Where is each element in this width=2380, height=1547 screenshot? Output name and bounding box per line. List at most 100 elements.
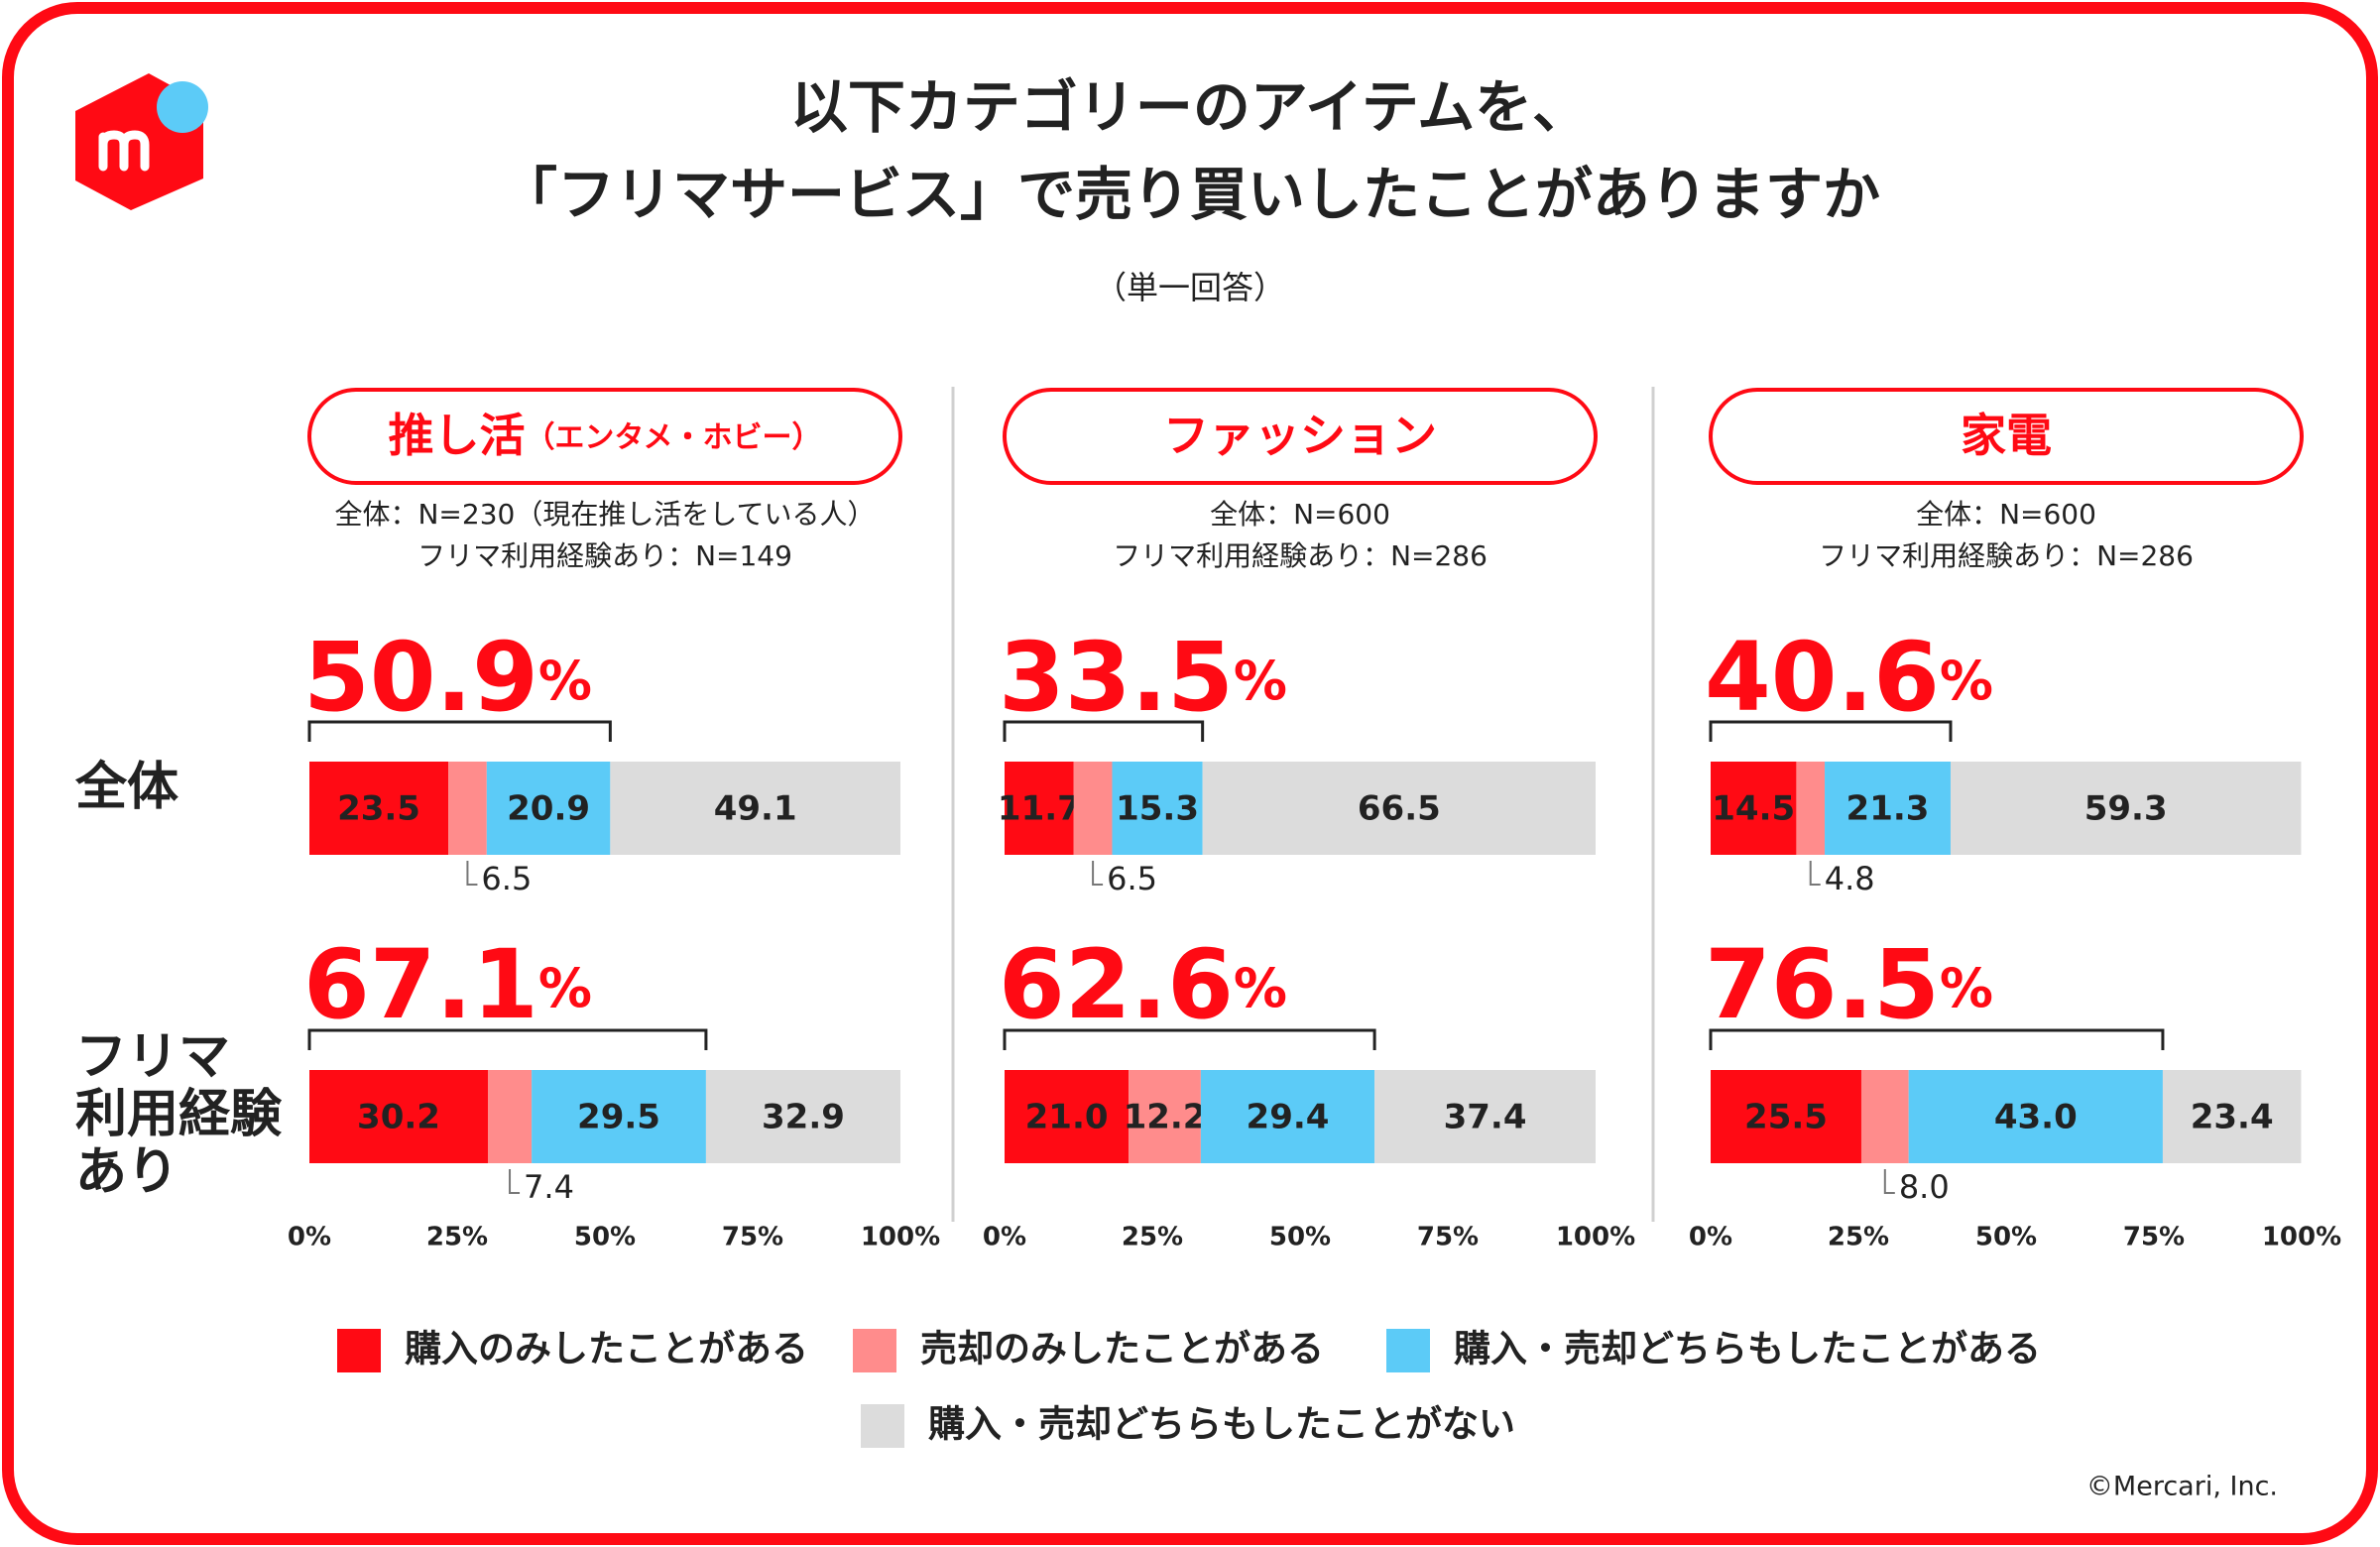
panel-title-note: （エンタメ・ホビー） xyxy=(525,420,821,455)
row-label: 利用経験 xyxy=(75,1085,283,1144)
value-label: 14.5 xyxy=(1712,789,1795,829)
bar-segment xyxy=(1005,1070,1130,1163)
value-label: 12.2 xyxy=(1124,1098,1207,1137)
total-value: 50.9 xyxy=(303,622,538,733)
bar-segment xyxy=(1860,1070,1909,1163)
value-label: 43.0 xyxy=(1994,1098,2078,1137)
logo xyxy=(75,73,208,210)
bar-segment xyxy=(532,1070,706,1163)
total-bracket xyxy=(307,720,612,742)
bar-segment xyxy=(448,762,487,855)
row-label: あり xyxy=(75,1142,178,1202)
total-unit: % xyxy=(1940,957,1993,1019)
bar-segment xyxy=(1950,762,2302,855)
total-unit: % xyxy=(538,957,592,1019)
x-tick-label: 50% xyxy=(1975,1223,2037,1252)
legend-label: 購入・売却どちらもしたことがない xyxy=(928,1403,1515,1446)
value-label: 4.8 xyxy=(1825,860,1875,897)
value-label: 66.5 xyxy=(1358,789,1441,829)
bar-segment xyxy=(2162,1070,2302,1163)
x-tick-label: 0% xyxy=(288,1223,331,1252)
value-label: 32.9 xyxy=(762,1098,845,1137)
x-tick-label: 75% xyxy=(2123,1223,2185,1252)
total-unit: % xyxy=(1234,650,1287,712)
value-label: 29.5 xyxy=(577,1098,660,1137)
value-label: 6.5 xyxy=(481,860,532,897)
value-label: 23.4 xyxy=(2191,1098,2274,1137)
value-label: 30.2 xyxy=(357,1098,440,1137)
total-label: 67.1% xyxy=(303,929,592,1040)
total-label: 40.6% xyxy=(1705,622,1993,733)
label-leader xyxy=(466,861,478,886)
legend-label: 売却のみしたことがある xyxy=(920,1328,1324,1370)
bar-segment xyxy=(1796,762,1826,855)
bar-segment xyxy=(486,762,611,855)
value-label: 21.0 xyxy=(1025,1098,1109,1137)
bar-segment xyxy=(1374,1070,1596,1163)
value-label: 15.3 xyxy=(1116,789,1199,829)
total-value: 40.6 xyxy=(1705,622,1940,733)
panel-note: フリマ利用経験あり：N=149 xyxy=(417,539,792,572)
bar-segment xyxy=(309,762,449,855)
panel-title: 家電 xyxy=(1961,409,2052,462)
value-label: 21.3 xyxy=(1846,789,1930,829)
total-unit: % xyxy=(1940,650,1993,712)
value-label: 6.5 xyxy=(1107,860,1157,897)
value-label: 37.4 xyxy=(1444,1098,1527,1137)
bar-segment xyxy=(1200,1070,1375,1163)
bar-segment xyxy=(309,1070,488,1163)
x-tick-label: 50% xyxy=(574,1223,636,1252)
total-bracket xyxy=(1003,720,1205,742)
total-label: 33.5% xyxy=(999,622,1287,733)
legend-swatch xyxy=(1386,1329,1430,1372)
x-tick-label: 0% xyxy=(983,1223,1026,1252)
x-tick-label: 100% xyxy=(861,1223,940,1252)
legend-swatch xyxy=(861,1404,904,1448)
x-tick-label: 75% xyxy=(1417,1223,1479,1252)
bar-segment xyxy=(1825,762,1951,855)
legend-label: 購入・売却どちらもしたことがある xyxy=(1454,1328,2041,1370)
panel-note: 全体：N=600 xyxy=(1210,498,1390,531)
panel-title: ファッション xyxy=(1163,409,1437,462)
title-line: 「フリマサービス」で売り買いしたことがありますか xyxy=(500,161,1880,228)
value-label: 49.1 xyxy=(714,789,797,829)
bar-segment xyxy=(1073,762,1113,855)
total-value: 33.5 xyxy=(999,622,1234,733)
panel-title-main: 家電 xyxy=(1961,409,2052,462)
bar-segment xyxy=(487,1070,533,1163)
total-label: 50.9% xyxy=(303,622,592,733)
value-label: 8.0 xyxy=(1899,1168,1950,1206)
total-bracket xyxy=(307,1028,708,1050)
total-unit: % xyxy=(538,650,592,712)
panel-header xyxy=(1709,388,2304,485)
panel-note: フリマ利用経験あり：N=286 xyxy=(1819,539,2194,572)
x-tick-label: 100% xyxy=(2262,1223,2341,1252)
value-label: 20.9 xyxy=(507,789,590,829)
panel-header xyxy=(1003,388,1598,485)
bar-segment xyxy=(1005,762,1074,855)
bar-segment xyxy=(1112,762,1203,855)
x-tick-label: 25% xyxy=(1828,1223,1889,1252)
row-label: フリマ xyxy=(75,1027,230,1087)
total-label: 62.6% xyxy=(999,929,1287,1040)
value-label: 7.4 xyxy=(524,1168,574,1206)
legend-label: 購入のみしたことがある xyxy=(405,1328,808,1370)
x-tick-label: 25% xyxy=(426,1223,488,1252)
label-leader xyxy=(1883,1169,1895,1194)
value-label: 29.4 xyxy=(1247,1098,1330,1137)
x-tick-label: 75% xyxy=(722,1223,783,1252)
total-value: 76.5 xyxy=(1705,929,1940,1040)
bar-segment xyxy=(1908,1070,2163,1163)
x-tick-label: 100% xyxy=(1556,1223,1635,1252)
row-label: 全体 xyxy=(74,758,178,817)
subtitle: （単一回答） xyxy=(1095,269,1285,306)
value-label: 23.5 xyxy=(337,789,420,829)
legend-swatch xyxy=(853,1329,896,1372)
bar-segment xyxy=(1129,1070,1201,1163)
panel-note: フリマ利用経験あり：N=286 xyxy=(1113,539,1488,572)
label-leader xyxy=(509,1169,521,1194)
total-label: 76.5% xyxy=(1705,929,1993,1040)
panel-title: 推し活（エンタメ・ホビー） xyxy=(388,409,821,462)
title-line: 以下カテゴリーのアイテムを、 xyxy=(790,73,1590,141)
value-label: 59.3 xyxy=(2084,789,2168,829)
